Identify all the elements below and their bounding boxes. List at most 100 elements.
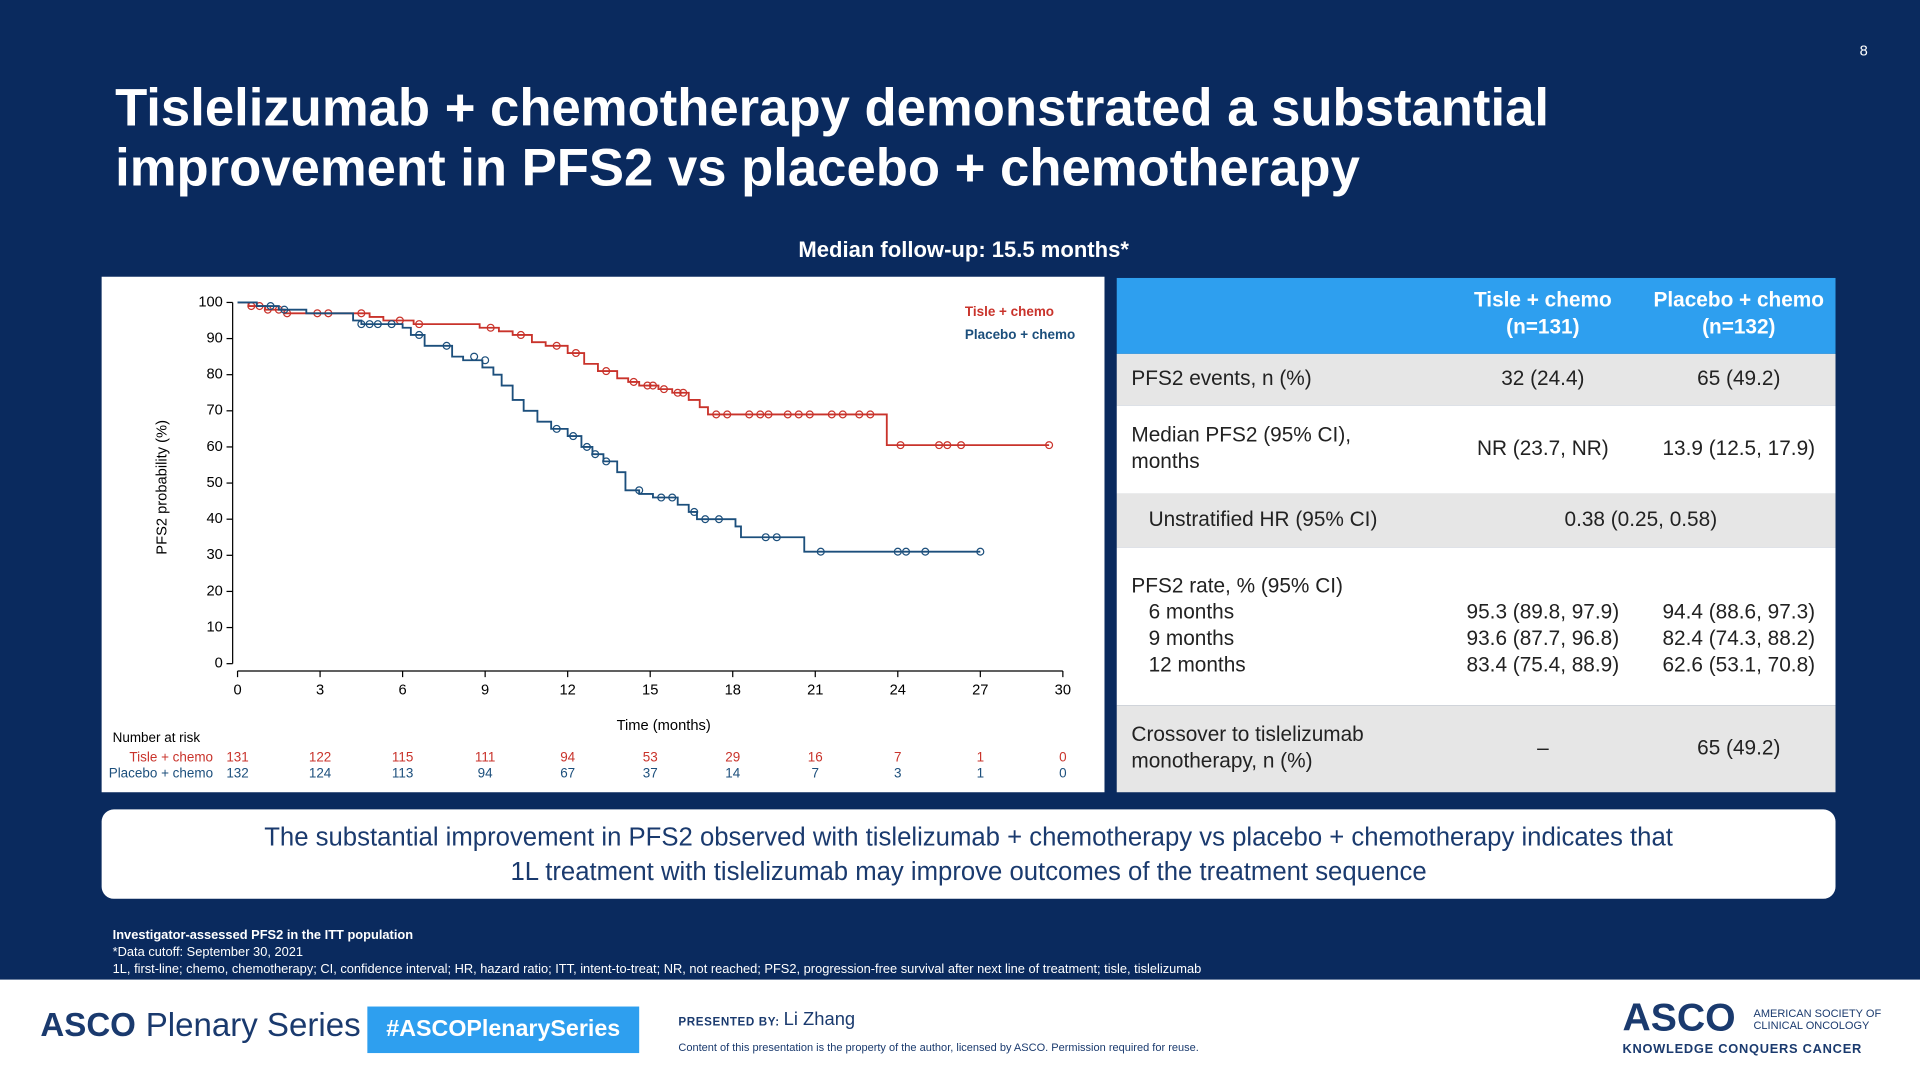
risk-value: 3 [894,765,901,780]
censor-mark [761,533,770,542]
risk-value: 53 [643,750,658,765]
x-tick-label: 18 [725,682,741,698]
table-cell: 65 (49.2) [1697,367,1780,390]
footnote: *Data cutoff: September 30, 2021 [113,944,303,959]
censor-mark [866,410,875,419]
censor-mark [357,320,366,329]
censor-mark [657,493,666,502]
risk-value: 7 [812,765,819,780]
censor-mark [902,547,911,556]
table-row-bg [1116,493,1836,548]
presenter: Li Zhang [784,1008,855,1029]
risk-row-name: Tisle + chemo [129,750,213,765]
risk-title: Number at risk [113,730,201,745]
x-tick-label: 21 [807,682,823,698]
censor-mark [756,410,765,419]
x-tick-label: 6 [399,682,407,698]
risk-value: 1 [977,765,984,780]
censor-mark [673,388,682,397]
table-cell: 32 (24.4) [1501,367,1584,390]
y-tick-label: 90 [207,330,223,346]
brand-short: ASCO [40,1007,135,1044]
risk-value: 14 [725,765,740,780]
censor-mark [643,381,652,390]
censor-mark [648,381,657,390]
x-tick-label: 24 [890,682,906,698]
censor-mark [712,410,721,419]
censor-mark [582,442,591,451]
survival-curve [237,301,981,553]
presented-by: PRESENTED BY: [678,1016,779,1029]
censor-mark [783,410,792,419]
table-cell: – [1537,736,1549,759]
censor-mark [976,547,985,556]
y-tick-label: 10 [207,619,223,635]
censor-mark [943,441,952,450]
column-header: (n=131) [1506,316,1579,339]
censor-mark [266,302,275,311]
table-cell: 0.38 (0.25, 0.58) [1565,508,1718,531]
table-row-bg [1116,405,1836,494]
y-tick-label: 0 [215,656,223,672]
censor-mark [357,309,366,318]
censor-mark [635,486,644,495]
footnote: 1L, first-line; chemo, chemotherapy; CI,… [113,961,1202,976]
censor-mark [591,450,600,459]
risk-value: 94 [560,750,575,765]
censor-mark [764,410,773,419]
censor-mark [602,457,611,466]
risk-value: 7 [894,750,901,765]
censor-mark [816,547,825,556]
risk-value: 131 [226,750,248,765]
table-cell: 65 (49.2) [1697,736,1780,759]
risk-value: 111 [475,750,495,765]
censor-mark [280,305,289,314]
censor-mark [838,410,847,419]
censor-mark [896,441,905,450]
censor-mark [794,410,803,419]
censor-mark [470,352,479,361]
censor-mark [690,507,699,517]
row-label: 6 months [1149,601,1235,624]
footnote: Investigator-assessed PFS2 in the ITT po… [113,927,414,942]
censor-mark [935,441,944,450]
risk-value: 1 [977,750,984,765]
x-tick-label: 0 [233,682,241,698]
censor-mark [571,348,580,358]
notice: Content of this presentation is the prop… [678,1042,1198,1054]
x-tick-label: 15 [642,682,658,698]
censor-mark [442,341,451,350]
censor-mark [827,410,836,419]
table-cell: 93.6 (87.7, 96.8) [1467,627,1620,650]
y-tick-label: 40 [207,511,223,527]
subtitle: Median follow-up: 15.5 months* [798,237,1129,262]
logo-line: CLINICAL ONCOLOGY [1753,1020,1870,1032]
x-tick-label: 27 [972,682,988,698]
y-tick-label: 70 [207,403,223,419]
censor-mark [415,320,424,329]
row-label: monotherapy, n (%) [1131,749,1312,772]
risk-value: 113 [392,765,413,780]
censor-mark [415,330,424,339]
y-tick-label: 20 [207,583,223,599]
column-header: Placebo + chemo [1654,289,1825,312]
censor-mark [679,388,688,397]
chart-panel [101,276,1105,793]
risk-value: 132 [226,765,248,780]
y-tick-label: 50 [207,475,223,491]
censor-mark [365,320,374,329]
censor-mark [486,323,495,332]
risk-value: 0 [1059,750,1066,765]
censor-mark [714,515,724,524]
censor-mark [1045,441,1054,450]
row-label: months [1131,450,1199,473]
table-cell: 62.6 (53.1, 70.8) [1662,653,1815,676]
row-label: Median PFS2 (95% CI), [1131,424,1351,447]
censor-mark [957,441,966,450]
tagline: KNOWLEDGE CONQUERS CANCER [1622,1041,1862,1056]
censor-mark [659,385,669,394]
x-tick-label: 9 [481,682,489,698]
y-tick-label: 60 [207,439,223,455]
